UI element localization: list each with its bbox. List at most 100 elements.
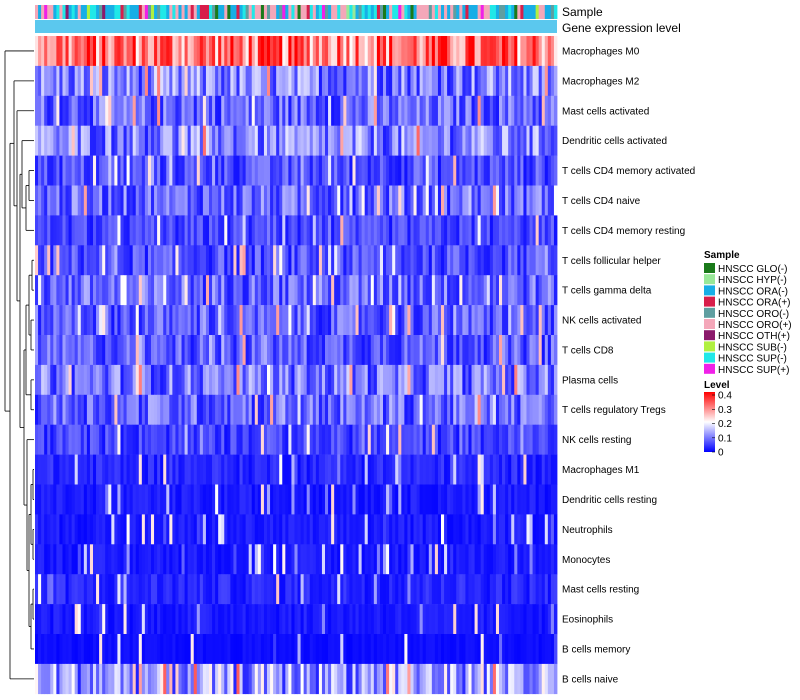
heatmap-cell xyxy=(151,394,155,425)
heatmap-cell xyxy=(520,364,524,396)
heatmap-cell xyxy=(505,634,509,665)
heatmap-cell xyxy=(99,634,103,665)
heatmap-cell xyxy=(221,604,225,635)
sample-annotation-cell xyxy=(135,5,140,19)
heatmap-cell xyxy=(450,514,454,545)
heatmap-cell xyxy=(526,663,530,695)
heatmap-cell xyxy=(303,424,308,455)
heatmap-cell xyxy=(523,335,527,366)
heatmap-cell xyxy=(99,484,103,515)
heatmap-cell xyxy=(483,634,488,665)
heatmap-cell xyxy=(447,364,451,396)
heatmap-cell xyxy=(154,155,158,186)
heatmap-cell xyxy=(184,95,189,126)
sample-annotation-cell xyxy=(68,5,73,19)
heatmap-cell xyxy=(184,65,189,97)
heatmap-cell xyxy=(53,544,57,575)
heatmap-cell xyxy=(373,125,378,156)
heatmap-cell xyxy=(492,663,497,695)
heatmap-cell xyxy=(318,634,323,665)
heatmap-cell xyxy=(532,155,537,186)
heatmap-cell xyxy=(437,65,442,97)
heatmap-cell xyxy=(328,305,332,336)
heatmap-cell xyxy=(129,484,134,515)
heatmap-cell xyxy=(93,424,97,455)
heatmap-cell xyxy=(450,484,454,515)
heatmap-cell xyxy=(291,245,295,276)
heatmap-cell xyxy=(526,185,530,216)
heatmap-cell xyxy=(80,364,85,396)
heatmap-cell xyxy=(468,424,472,455)
heatmap-cell xyxy=(364,574,369,605)
heatmap-cell xyxy=(328,65,332,97)
heatmap-cell xyxy=(373,155,378,186)
heatmap-cell xyxy=(471,155,475,186)
expression-annotation-bar xyxy=(35,20,557,33)
heatmap-cell xyxy=(505,95,509,126)
heatmap-cell xyxy=(502,185,506,216)
heatmap-cell xyxy=(291,36,295,67)
heatmap-cell xyxy=(205,544,210,575)
heatmap-cell xyxy=(138,95,143,126)
row-label: Neutrophils xyxy=(562,525,613,536)
sample-legend-swatch xyxy=(704,319,715,329)
heatmap-cell xyxy=(526,484,530,515)
sample-annotation-cell xyxy=(376,5,381,19)
heatmap-cell xyxy=(288,634,292,665)
sample-annotation-cell xyxy=(117,5,121,19)
heatmap-cell xyxy=(251,215,256,246)
heatmap-cell xyxy=(431,424,436,455)
heatmap-cell xyxy=(251,155,256,186)
sample-annotation-cell xyxy=(123,5,127,19)
heatmap-cell xyxy=(267,604,271,635)
heatmap-cell xyxy=(239,634,243,665)
heatmap-cell xyxy=(486,364,491,396)
heatmap-cell xyxy=(325,663,329,695)
heatmap-cell xyxy=(492,305,497,336)
heatmap-cell xyxy=(160,604,164,635)
sample-annotation-cell xyxy=(56,5,60,19)
heatmap-cell xyxy=(169,155,173,186)
heatmap-cell xyxy=(263,215,268,246)
heatmap-cell xyxy=(276,155,280,186)
heatmap-cell xyxy=(547,275,552,306)
heatmap-cell xyxy=(184,663,189,695)
heatmap-cell xyxy=(477,514,482,545)
heatmap-cell xyxy=(474,36,479,67)
heatmap-cell xyxy=(56,95,60,126)
heatmap-cell xyxy=(361,275,366,306)
heatmap-cell xyxy=(517,185,521,216)
heatmap-cell xyxy=(523,544,527,575)
heatmap-cell xyxy=(239,574,243,605)
heatmap-cell xyxy=(514,394,518,425)
heatmap-cell xyxy=(358,36,363,67)
heatmap-cell xyxy=(163,394,167,425)
heatmap-cell xyxy=(474,364,479,396)
heatmap-cell xyxy=(163,634,167,665)
heatmap-cell xyxy=(47,364,51,396)
heatmap-cell xyxy=(422,484,427,515)
heatmap-cell xyxy=(74,65,79,97)
heatmap-cell xyxy=(59,663,63,695)
heatmap-cell xyxy=(538,604,543,635)
heatmap-cell xyxy=(376,544,381,575)
heatmap-cell xyxy=(279,125,283,156)
heatmap-cell xyxy=(83,245,88,276)
heatmap-cell xyxy=(257,663,262,695)
heatmap-cell xyxy=(352,125,356,156)
heatmap-cell xyxy=(224,574,228,605)
heatmap-cell xyxy=(242,36,247,67)
heatmap-cell xyxy=(340,215,344,246)
heatmap-cell xyxy=(62,574,66,605)
row-label: NK cells resting xyxy=(562,435,631,446)
heatmap-cell xyxy=(471,663,475,695)
heatmap-cell xyxy=(245,215,250,246)
heatmap-cell xyxy=(325,454,329,485)
heatmap-cell xyxy=(547,335,552,366)
heatmap-cell xyxy=(379,634,384,665)
heatmap-cell xyxy=(236,155,240,186)
sample-annotation-cell xyxy=(62,5,66,19)
sample-annotation-cell xyxy=(499,5,503,19)
heatmap-cell xyxy=(276,604,280,635)
heatmap-cell xyxy=(422,215,427,246)
